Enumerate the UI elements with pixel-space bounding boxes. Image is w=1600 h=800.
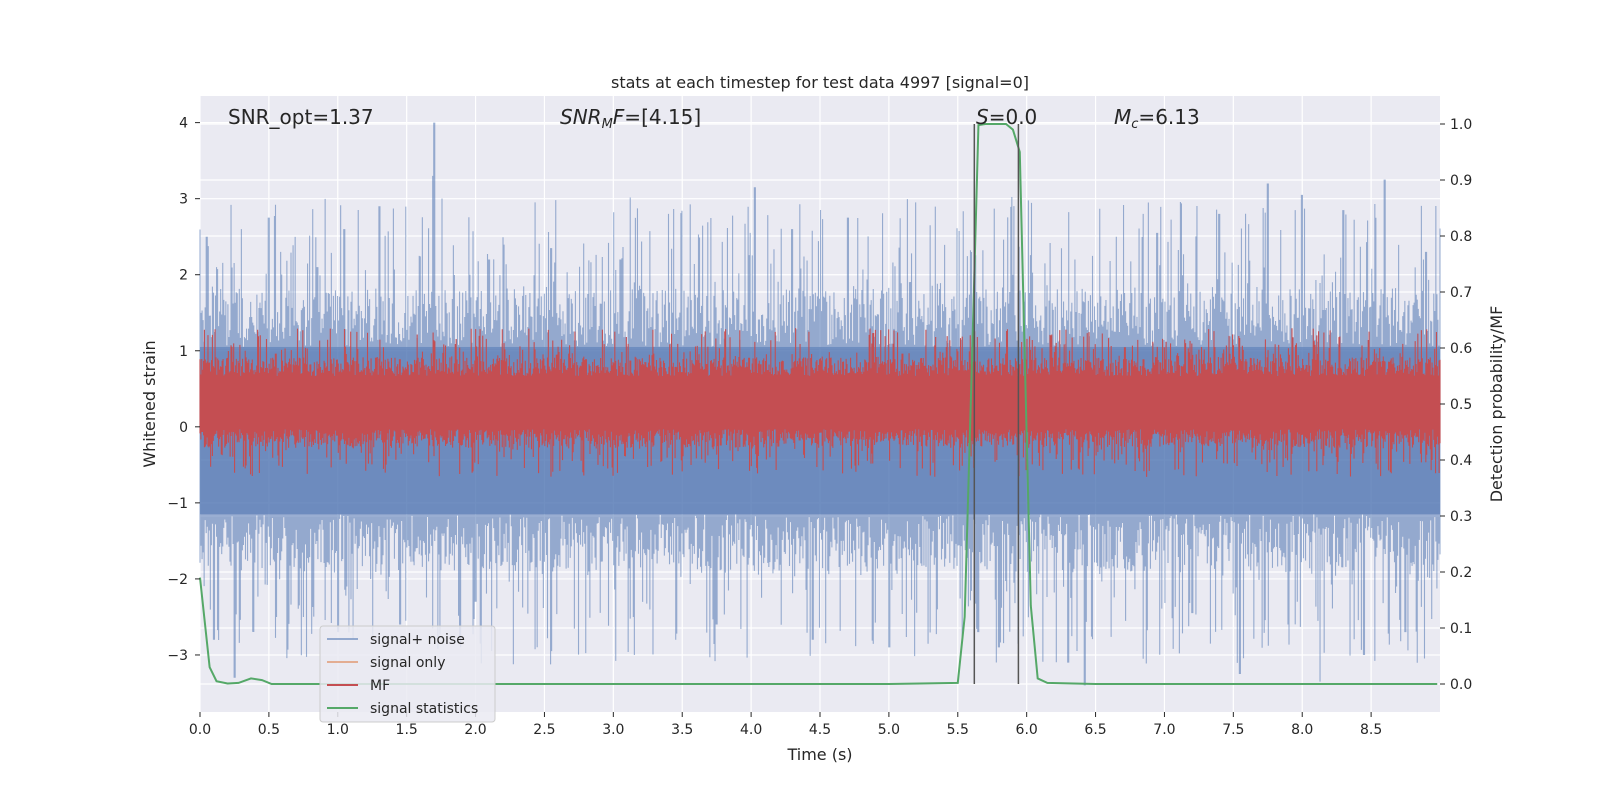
window-markers (973, 124, 1020, 684)
annotation-snr-mf-eq: = (624, 105, 641, 129)
x-tick-label: 5.0 (878, 722, 900, 738)
annotation-snr-opt: SNR_opt=1.37 (228, 105, 374, 129)
annotation-snr-mf-suffix: F (613, 105, 625, 129)
x-tick-label: 4.5 (809, 722, 831, 738)
y-right-tick-label: 0.6 (1450, 341, 1472, 357)
x-tick-label: 4.0 (740, 722, 762, 738)
annotation-s-value: 0.0 (1005, 105, 1037, 129)
x-tick-label: 7.0 (1153, 722, 1175, 738)
y-left-tick-label: 4 (179, 116, 188, 132)
x-axis-ticks: 0.0 0.5 1.0 1.5 2.0 2.5 3.0 3.5 4.0 4.5 5.0 5.5 6.0 6… (189, 712, 1382, 738)
y-right-tick-label: 0.3 (1450, 509, 1472, 525)
y-right-tick-label: 0.8 (1450, 229, 1472, 245)
annotation-snr-opt-eq: = (312, 105, 329, 129)
y-left-tick-label: 0 (179, 420, 188, 436)
x-tick-label: 6.0 (1016, 722, 1038, 738)
annotation-mc-name: M (1114, 105, 1131, 129)
y-right-axis-label: Detection probability/MF (1487, 306, 1506, 503)
x-tick-label: 8.5 (1360, 722, 1382, 738)
x-tick-label: 3.5 (671, 722, 693, 738)
annotation-s: S=0.0 (976, 105, 1037, 129)
y-left-tick-label: 1 (179, 344, 188, 360)
x-tick-label: 0.0 (189, 722, 211, 738)
y-left-tick-label: −2 (167, 572, 188, 588)
legend-label-mf: MF (370, 678, 390, 694)
annotation-snr-mf-sub: M (602, 117, 613, 132)
legend-label-signal-noise: signal+ noise (370, 632, 465, 648)
y-right-tick-label: 0.1 (1450, 621, 1472, 637)
x-tick-label: 2.0 (464, 722, 486, 738)
signal-statistics-line (199, 123, 1438, 685)
legend-box (319, 625, 496, 723)
annotation-s-eq: = (989, 105, 1006, 129)
y-right-tick-label: 1.0 (1450, 117, 1472, 133)
legend-label-signal-only: signal only (370, 655, 445, 671)
annotation-mc-sub: c (1131, 117, 1138, 132)
x-axis-label: Time (s) (786, 745, 852, 764)
x-tick-label: 0.5 (258, 722, 280, 738)
x-tick-label: 2.5 (533, 722, 555, 738)
annotation-snr-mf-value: [4.15] (641, 105, 701, 129)
x-tick-label: 7.5 (1222, 722, 1244, 738)
y-right-tick-label: 0.4 (1450, 453, 1472, 469)
y-right-tick-label: 0.2 (1450, 565, 1472, 581)
signal-statistics-series (199, 123, 1438, 685)
legend: signal+ noise signal only MF signal stat… (319, 625, 496, 723)
annotation-mc-eq: = (1138, 105, 1155, 129)
y-right-axis-ticks: 0.0 0.1 0.2 0.3 0.4 0.5 0.6 0.7 0.8 0.9 1.0 (1440, 117, 1472, 693)
y-left-tick-label: 2 (179, 268, 188, 284)
y-left-axis-ticks: −3 −2 −1 0 1 2 3 4 (167, 116, 200, 664)
x-tick-label: 3.0 (602, 722, 624, 738)
y-right-tick-label: 0.5 (1450, 397, 1472, 413)
mf-series (199, 328, 1441, 477)
x-tick-label: 1.5 (396, 722, 418, 738)
x-tick-label: 5.5 (947, 722, 969, 738)
annotation-mc-value: 6.13 (1155, 105, 1200, 129)
mf-line (199, 328, 1441, 477)
legend-label-signal-statistics: signal statistics (370, 701, 478, 717)
chart-title: stats at each timestep for test data 499… (611, 73, 1029, 92)
annotation-mc: Mc=6.13 (1114, 105, 1200, 132)
annotation-snr-opt-name: SNR_opt (228, 105, 312, 129)
annotation-snr-mf: SNRMF=[4.15] (560, 105, 701, 132)
y-left-axis-label: Whitened strain (140, 340, 159, 467)
annotation-s-name: S (976, 105, 989, 129)
x-tick-label: 1.0 (327, 722, 349, 738)
annotations: SNR_opt=1.37 SNRMF=[4.15] S=0.0 Mc=6.13 (228, 105, 1200, 132)
annotation-snr-opt-value: 1.37 (329, 105, 374, 129)
y-left-tick-label: 3 (179, 192, 188, 208)
y-left-tick-label: −1 (167, 496, 188, 512)
y-right-tick-label: 0.0 (1450, 677, 1472, 693)
y-right-tick-label: 0.7 (1450, 285, 1472, 301)
y-left-tick-label: −3 (167, 648, 188, 664)
x-tick-label: 8.0 (1291, 722, 1313, 738)
x-tick-label: 6.5 (1084, 722, 1106, 738)
annotation-snr-mf-name: SNR (560, 105, 602, 129)
y-right-tick-label: 0.9 (1450, 173, 1472, 189)
